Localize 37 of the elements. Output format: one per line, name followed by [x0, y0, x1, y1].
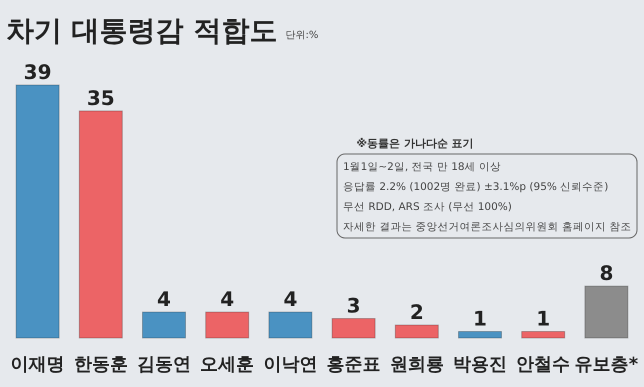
bar: [268, 312, 312, 338]
x-tick-label: 이낙연: [263, 354, 318, 375]
chart-subtitle: 단위:%: [286, 30, 318, 41]
data-label: 4: [283, 287, 298, 312]
annotation: ※동률은 가나다순 표기: [356, 137, 474, 150]
bar: [16, 84, 60, 338]
bar: [142, 312, 186, 338]
annotation: 응답률 2.2% (1002명 완료) ±3.1%p (95% 신뢰수준): [343, 181, 608, 193]
data-label: 39: [24, 60, 52, 84]
x-tick-label: 한동훈: [74, 354, 128, 375]
data-label: 35: [86, 86, 115, 110]
bar: [458, 331, 502, 338]
data-label: 4: [220, 287, 234, 312]
data-label: 3: [346, 294, 361, 318]
data-label: 1: [536, 306, 550, 331]
annotation: 자세한 결과는 중앙선거여론조사심의위원회 홈페이지 참조: [343, 221, 632, 233]
bar: [78, 110, 123, 338]
bar: [584, 286, 628, 338]
x-tick-label: 안철수: [516, 354, 570, 375]
x-tick-label: 박용진: [453, 354, 507, 375]
x-tick-label: 오세훈: [200, 354, 254, 375]
bar: [521, 331, 566, 338]
annotation: 1월1일~2일, 전국 만 18세 이상: [343, 161, 501, 173]
chart-title: 차기 대통령감 적합도: [6, 14, 278, 47]
x-tick-label: 원희룡: [390, 354, 444, 375]
bar: [332, 318, 376, 338]
data-label: 8: [599, 261, 614, 286]
x-tick-label: 김동연: [137, 354, 191, 375]
data-label: 1: [473, 306, 487, 331]
x-tick-label: 유보층*: [574, 354, 639, 375]
bar: [394, 324, 439, 338]
annotation: 무선 RDD, ARS 조사 (무선 100%): [343, 201, 512, 213]
data-label: 4: [157, 287, 171, 312]
data-label: 2: [410, 300, 424, 324]
bar: [205, 312, 250, 338]
x-tick-label: 이재명: [10, 354, 65, 375]
x-tick-label: 홍준표: [326, 354, 381, 375]
